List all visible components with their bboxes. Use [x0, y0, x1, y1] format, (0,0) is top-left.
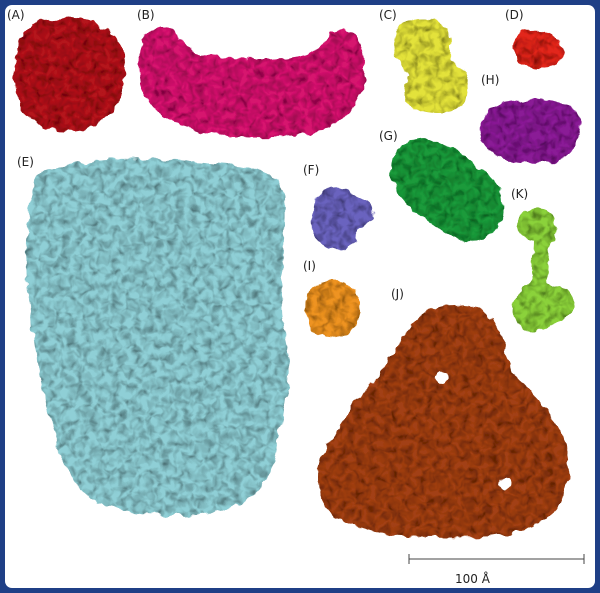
figure-frame: (A) (B) (C) (D) (E) (F) (G) (H) (I) (J) … — [5, 5, 595, 588]
structure-k-shape — [512, 208, 575, 331]
structure-d-shape — [512, 29, 563, 69]
structure-e — [26, 159, 290, 516]
panel-label-k: (K) — [511, 187, 529, 201]
structure-j — [317, 304, 569, 538]
scale-bar-label: 100 Å — [455, 572, 490, 586]
structure-c — [394, 17, 468, 113]
structure-h-shape — [479, 99, 581, 164]
panel-label-i: (I) — [303, 259, 316, 273]
structure-c-shape — [394, 17, 468, 113]
panel-label-b: (B) — [137, 8, 155, 22]
structure-a-shape — [14, 17, 126, 132]
structure-b-shape — [138, 26, 366, 138]
panel-label-c: (C) — [379, 8, 397, 22]
structure-f — [311, 188, 374, 250]
panel-label-d: (D) — [505, 8, 524, 22]
structure-f-shape — [311, 188, 374, 250]
structure-j-cavity — [435, 371, 447, 383]
structure-h — [479, 99, 581, 164]
structure-i — [305, 280, 360, 338]
structure-k — [512, 208, 575, 331]
structure-i-shape — [305, 280, 360, 338]
structure-b — [138, 26, 366, 138]
panel-label-a: (A) — [7, 8, 25, 22]
scale-bar — [408, 554, 585, 564]
structure-j-pore — [500, 478, 510, 488]
structure-j-shape — [317, 304, 569, 538]
structure-g-shape — [390, 138, 504, 242]
panel-label-g: (G) — [379, 129, 398, 143]
structure-d — [512, 29, 563, 69]
structure-g — [390, 138, 504, 242]
structure-a — [14, 17, 126, 132]
structure-e-shape — [26, 159, 290, 516]
panel-label-j: (J) — [391, 287, 404, 301]
panel-label-e: (E) — [17, 155, 34, 169]
panel-label-f: (F) — [303, 163, 320, 177]
protein-structures-illustration — [14, 17, 585, 564]
panel-label-h: (H) — [481, 73, 500, 87]
